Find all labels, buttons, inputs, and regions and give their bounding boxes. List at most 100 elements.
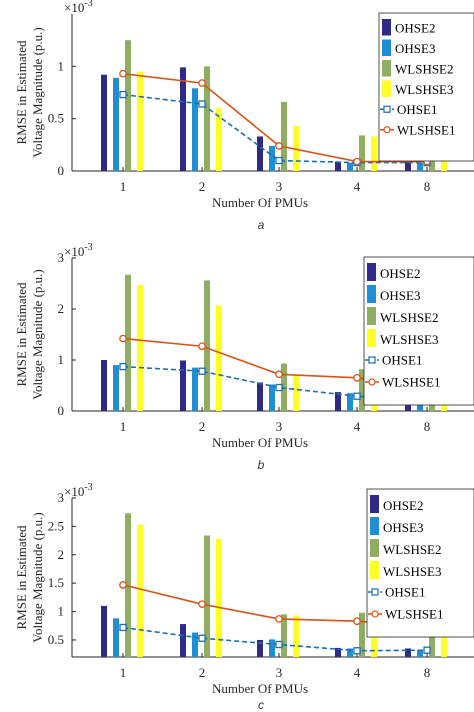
point-wlshse1-4 [353,617,361,626]
point-wlshse1-3 [275,370,283,379]
y-tick-label: 0 [58,403,65,418]
y-tick-label: 2 [58,547,65,562]
legend-swatch-ohse2 [370,495,379,513]
legend-swatch-wlshse2 [367,307,376,325]
legend: OHSE2 OHSE3 WLSHSE2 WLSHSE3 OHSE1 WLSHSE1 [378,12,474,162]
y-axis-label-line-2: Voltage Magnitude (p.u.) [30,512,45,642]
bar-ohse2-3 [257,639,263,657]
point-wlshse1-3 [275,615,283,623]
legend-marker-ohse1 [383,105,391,113]
bar-wlshse2-3 [281,101,287,171]
y-tick-label: 1.5 [48,575,64,590]
point-wlshse1-4 [353,157,361,166]
bar-ohse3-3 [269,384,275,411]
y-tick-label: 2 [58,301,65,316]
point-ohse1-3 [275,383,283,392]
y-tick-label: 2.5 [48,518,64,533]
bar-ohse3-4 [347,162,353,171]
bar-wlshse3-1 [137,524,143,657]
y-axis-label: RMSE in EstimatedVoltage Magnitude (p.u.… [14,512,45,642]
y-axis-label-line-2: Voltage Magnitude (p.u.) [30,27,45,157]
point-wlshse1-1 [119,334,127,343]
legend-label-ohse1: OHSE1 [382,353,422,368]
legend-marker-wlshse1 [368,378,376,386]
bar-wlshse2-1 [125,274,131,411]
bar-ohse3-2 [192,88,198,171]
bar-ohse2-1 [101,74,107,171]
y-tick-label: 0.5 [48,632,64,647]
point-ohse1-1 [119,362,127,371]
bar-ohse2-4 [335,161,341,171]
point-wlshse1-4 [353,373,361,382]
bar-wlshse3-2 [216,305,222,411]
bar-ohse3-4 [347,648,353,657]
panel-caption: b [258,458,265,472]
y-tick-label: 1 [58,58,65,73]
legend-label-ohse2: OHSE2 [383,498,423,513]
bar-ohse3-1 [113,365,119,411]
x-tick-label: 3 [276,179,283,194]
point-ohse1-2 [198,100,206,108]
bar-ohse3-1 [113,77,119,171]
bar-wlshse2-8 [429,624,435,657]
point-ohse1-1 [119,623,127,632]
bar-ohse2-8 [405,161,411,171]
y-tick-label: 0 [58,163,65,178]
panel-caption: c [258,698,264,712]
y-axis-label-line-1: RMSE in Estimated [14,40,29,145]
y-axis-label-line-1: RMSE in Estimated [14,282,29,387]
y-axis-label: RMSE in EstimatedVoltage Magnitude (p.u.… [14,27,45,157]
legend-label-ohse3: OHSE3 [395,41,435,56]
bar-ohse2-2 [180,67,186,171]
bar-wlshse2-2 [204,535,210,657]
legend: OHSE2 OHSE3 WLSHSE2 WLSHSE3 OHSE1 WLSHSE1 [366,488,474,638]
legend-label-wlshse3: WLSHSE3 [395,82,454,97]
x-tick-label: 2 [199,419,206,434]
bar-wlshse3-4 [371,136,377,171]
point-ohse1-2 [198,367,206,375]
legend-swatch-ohse3 [382,39,391,56]
legend-label-ohse3: OHSE3 [383,520,423,535]
x-tick-label: 2 [199,179,206,194]
point-ohse1-4 [353,647,361,655]
bar-wlshse3-8 [441,625,447,657]
point-ohse1-4 [353,392,361,400]
x-tick-label: 4 [354,665,361,680]
bar-ohse2-2 [180,624,186,657]
bar-wlshse3-4 [371,619,377,657]
bar-wlshse2-1 [125,513,131,657]
bar-ohse2-1 [101,360,107,411]
legend-swatch-wlshse2 [382,60,391,77]
y-multiplier: ×10-3 [64,242,93,259]
bar-ohse3-8 [417,162,423,171]
y-tick-label: 1 [58,604,65,619]
bar-wlshse2-3 [281,363,287,411]
y-multiplier-exponent: -3 [84,482,92,493]
bar-ohse3-3 [269,639,275,657]
legend-label-ohse1: OHSE1 [397,102,437,117]
point-ohse1-3 [275,640,283,649]
legend-marker-ohse1 [368,356,376,364]
x-tick-label: 8 [424,665,431,680]
point-ohse1-1 [119,90,127,99]
x-axis-label: Number Of PMUs [212,195,308,210]
point-wlshse1-2 [198,342,206,351]
bar-ohse3-4 [347,393,353,411]
bar-ohse2-1 [101,605,107,657]
legend-label-wlshse2: WLSHSE2 [395,62,454,77]
point-wlshse1-3 [275,142,283,150]
x-tick-label: 4 [354,179,361,194]
point-wlshse1-1 [119,581,127,589]
legend-swatch-wlshse2 [370,539,379,557]
point-wlshse1-2 [198,600,206,609]
legend-label-ohse2: OHSE2 [395,21,435,36]
x-axis-label: Number Of PMUs [212,435,308,450]
legend-label-wlshse3: WLSHSE3 [383,564,442,579]
bar-wlshse3-3 [293,615,299,657]
panel-caption: a [258,218,265,232]
x-tick-label: 4 [354,419,361,434]
legend-swatch-wlshse3 [370,561,379,579]
y-axis-label-line-1: RMSE in Estimated [14,525,29,630]
legend-swatch-wlshse3 [367,329,376,347]
legend-swatch-ohse3 [370,517,379,535]
